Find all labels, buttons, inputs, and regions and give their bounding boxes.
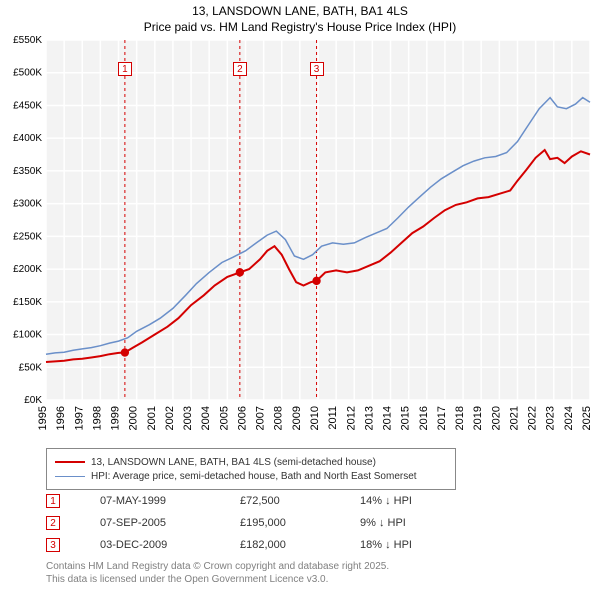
svg-text:1995: 1995 (37, 406, 49, 430)
svg-text:1997: 1997 (73, 406, 85, 430)
legend-label: HPI: Average price, semi-detached house,… (91, 471, 417, 482)
svg-text:2004: 2004 (200, 406, 212, 430)
transaction-row: 3 03-DEC-2009£182,00018% ↓ HPI (46, 534, 412, 556)
svg-text:2021: 2021 (508, 406, 520, 430)
legend-box: 13, LANSDOWN LANE, BATH, BA1 4LS (semi-d… (46, 448, 456, 490)
transaction-diff: 14% ↓ HPI (360, 495, 412, 507)
transaction-table: 1 07-MAY-1999£72,50014% ↓ HPI 2 07-SEP-2005… (46, 490, 412, 556)
svg-text:£300K: £300K (13, 199, 42, 210)
transaction-price: £182,000 (240, 539, 360, 551)
legend-item-hpi: HPI: Average price, semi-detached house,… (55, 469, 447, 483)
transaction-marker: 1 (46, 494, 60, 508)
price-chart: £0K £50K £100K £150K £200K £250K £300K £350K £40… (0, 0, 600, 440)
license-line: Contains HM Land Registry data © Crown c… (46, 560, 389, 573)
svg-text:1998: 1998 (91, 406, 103, 430)
svg-text:2017: 2017 (436, 406, 448, 430)
chart-marker-1: 1 (118, 62, 132, 76)
transaction-price: £195,000 (240, 517, 360, 529)
svg-text:2023: 2023 (545, 406, 557, 430)
svg-text:£50K: £50K (19, 362, 43, 373)
transaction-diff: 18% ↓ HPI (360, 539, 412, 551)
transaction-marker: 3 (46, 538, 60, 552)
license-line: This data is licensed under the Open Gov… (46, 573, 389, 586)
svg-text:2024: 2024 (563, 406, 575, 430)
svg-text:2025: 2025 (581, 406, 593, 430)
svg-text:2005: 2005 (218, 406, 230, 430)
svg-text:£350K: £350K (13, 166, 42, 177)
svg-text:2018: 2018 (454, 406, 466, 430)
chart-marker-2: 2 (233, 62, 247, 76)
svg-text:1996: 1996 (55, 406, 67, 430)
svg-text:£550K: £550K (13, 35, 42, 46)
chart-marker-3: 3 (310, 62, 324, 76)
svg-text:£400K: £400K (13, 133, 42, 144)
svg-text:£450K: £450K (13, 100, 42, 111)
svg-text:£0K: £0K (24, 395, 42, 406)
transaction-row: 1 07-MAY-1999£72,50014% ↓ HPI (46, 490, 412, 512)
svg-text:2010: 2010 (309, 406, 321, 430)
svg-text:2019: 2019 (472, 406, 484, 430)
svg-text:£200K: £200K (13, 264, 42, 275)
svg-text:2012: 2012 (345, 406, 357, 430)
svg-text:£250K: £250K (13, 231, 42, 242)
svg-text:2008: 2008 (273, 406, 285, 430)
transaction-date: 07-MAY-1999 (100, 495, 240, 507)
svg-text:2015: 2015 (400, 406, 412, 430)
svg-text:2016: 2016 (418, 406, 430, 430)
svg-text:2001: 2001 (146, 406, 158, 430)
transaction-row: 2 07-SEP-2005£195,0009% ↓ HPI (46, 512, 412, 534)
transaction-date: 03-DEC-2009 (100, 539, 240, 551)
svg-text:2002: 2002 (164, 406, 176, 430)
transaction-diff: 9% ↓ HPI (360, 517, 406, 529)
svg-text:2013: 2013 (363, 406, 375, 430)
svg-text:2009: 2009 (291, 406, 303, 430)
svg-text:2014: 2014 (382, 406, 394, 430)
license-text: Contains HM Land Registry data © Crown c… (46, 560, 389, 586)
svg-text:2011: 2011 (327, 406, 339, 430)
svg-text:2000: 2000 (128, 406, 140, 430)
svg-text:2007: 2007 (255, 406, 267, 430)
transaction-price: £72,500 (240, 495, 360, 507)
transaction-marker: 2 (46, 516, 60, 530)
legend-item-property: 13, LANSDOWN LANE, BATH, BA1 4LS (semi-d… (55, 455, 447, 469)
svg-text:£500K: £500K (13, 68, 42, 79)
svg-text:2006: 2006 (236, 406, 248, 430)
legend-label: 13, LANSDOWN LANE, BATH, BA1 4LS (semi-d… (91, 457, 376, 468)
svg-text:£150K: £150K (13, 297, 42, 308)
svg-text:1999: 1999 (110, 406, 122, 430)
svg-text:2020: 2020 (490, 406, 502, 430)
transaction-date: 07-SEP-2005 (100, 517, 240, 529)
svg-text:2022: 2022 (527, 406, 539, 430)
svg-text:2003: 2003 (182, 406, 194, 430)
svg-text:£100K: £100K (13, 330, 42, 341)
